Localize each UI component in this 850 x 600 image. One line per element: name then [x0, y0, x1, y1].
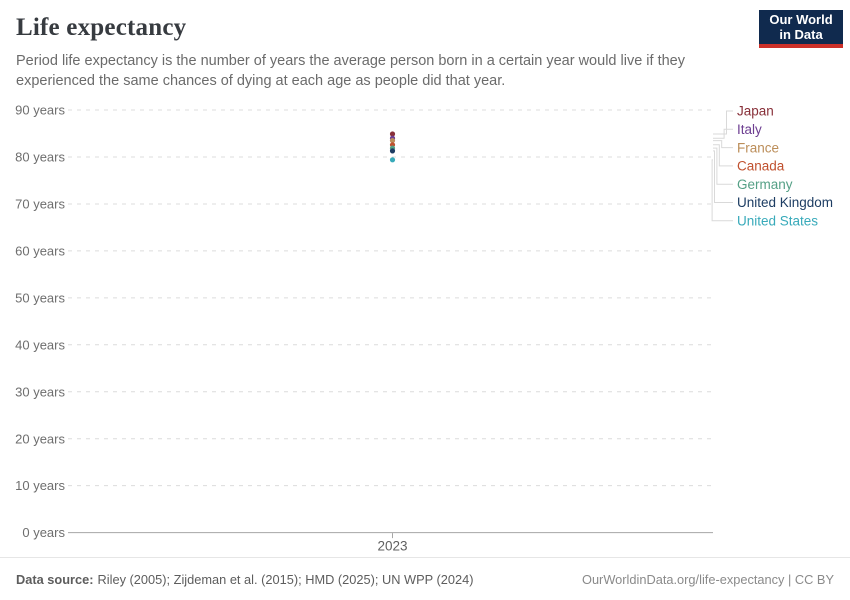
- legend-connector-line: [713, 128, 733, 139]
- legend-label-united-kingdom[interactable]: United Kingdom: [737, 195, 833, 210]
- legend-connector-line: [713, 147, 733, 185]
- data-point-united-states[interactable]: [389, 157, 396, 163]
- owid-logo-line2: in Data: [779, 27, 823, 42]
- data-point-united-kingdom[interactable]: [389, 148, 396, 154]
- y-tick-label: 90 years: [15, 103, 65, 118]
- x-tick-label: 2023: [377, 539, 407, 554]
- y-tick-label: 80 years: [15, 150, 65, 165]
- y-tick-label: 40 years: [15, 337, 65, 352]
- legend-connector-line: [713, 150, 733, 203]
- data-source: Data source: Riley (2005); Zijdeman et al…: [16, 572, 474, 587]
- y-tick-label: 50 years: [15, 290, 65, 305]
- chart-subtitle: Period life expectancy is the number of …: [16, 53, 685, 89]
- data-source-label: Data source:: [16, 571, 94, 587]
- owid-logo-line1: Our World: [769, 11, 833, 27]
- y-tick-label: 30 years: [15, 384, 65, 399]
- legend-label-canada[interactable]: Canada: [737, 159, 785, 174]
- chart-footer: Data source: Riley (2005); Zijdeman et al…: [0, 557, 850, 600]
- legend-connector-line: [711, 159, 733, 222]
- chart-title: Life expectancy: [16, 14, 187, 41]
- legend-label-united-states[interactable]: United States: [737, 214, 818, 229]
- y-tick-label: 60 years: [15, 243, 65, 258]
- y-tick-label: 20 years: [15, 431, 65, 446]
- legend-label-france[interactable]: France: [737, 140, 779, 155]
- data-point-japan[interactable]: [389, 131, 396, 137]
- data-source-text: Riley (2005); Zijdeman et al. (2015); HM…: [97, 571, 474, 587]
- credit-link[interactable]: OurWorldinData.org/life-expectancy | CC …: [581, 571, 834, 587]
- legend-connector-line: [713, 144, 733, 167]
- legend-connector-line: [713, 110, 733, 135]
- legend-label-italy[interactable]: Italy: [737, 122, 762, 137]
- chart-header: Life expectancy Period life expectancy i…: [16, 14, 716, 91]
- owid-logo[interactable]: Our World in Data: [759, 10, 843, 48]
- legend-label-germany[interactable]: Germany: [737, 177, 793, 192]
- legend-label-japan[interactable]: Japan: [737, 104, 774, 119]
- legend-connector-line: [713, 140, 733, 149]
- y-tick-label: 70 years: [15, 197, 65, 212]
- y-tick-label: 0 years: [22, 525, 65, 540]
- y-tick-label: 10 years: [15, 478, 65, 493]
- data-point-france[interactable]: [389, 137, 396, 144]
